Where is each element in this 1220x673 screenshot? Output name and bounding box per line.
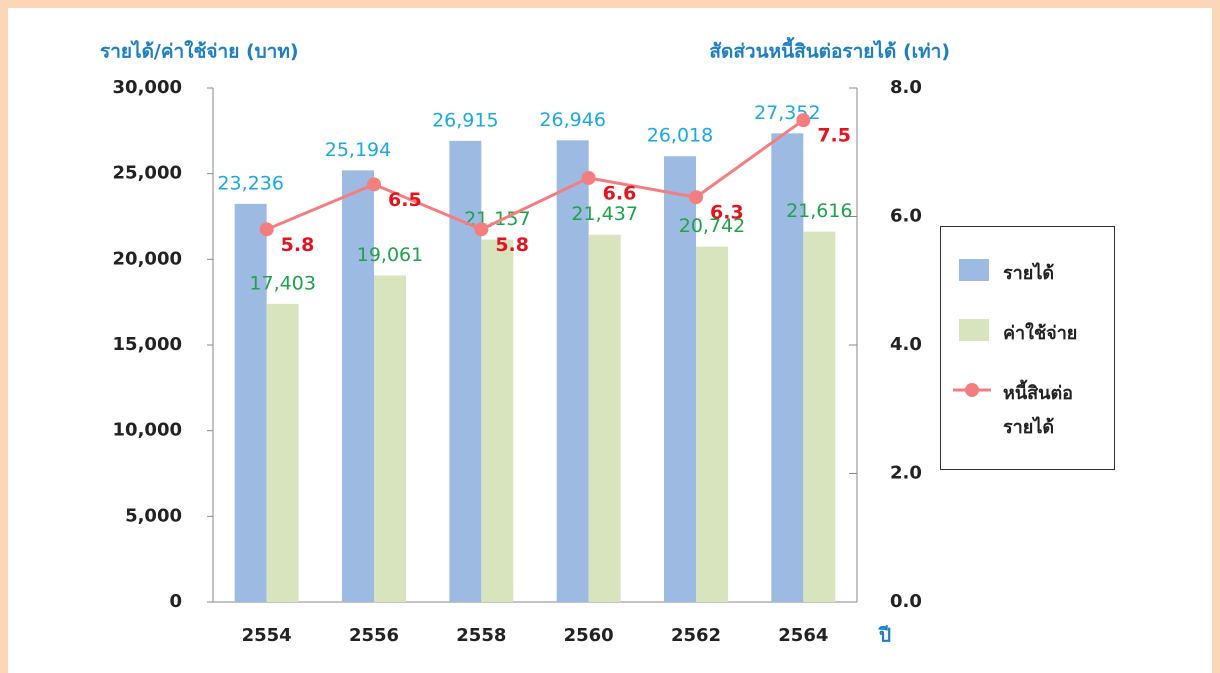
data-label: 6.5 (388, 189, 422, 211)
data-label: 19,061 (357, 244, 423, 266)
data-label: 5.8 (495, 234, 529, 256)
x-tick-label: 2554 (242, 625, 292, 646)
y-tick-label: 30,000 (113, 77, 182, 98)
line-marker (367, 177, 381, 192)
y2-tick-label: 2.0 (890, 463, 922, 484)
x-tick-label: 2558 (456, 625, 506, 646)
line-marker (581, 170, 596, 185)
bar (771, 133, 804, 602)
data-label: 26,018 (647, 125, 713, 147)
line-marker (796, 113, 811, 128)
data-label: 17,403 (249, 272, 315, 294)
bar (266, 303, 299, 602)
legend-swatch (959, 259, 989, 281)
x-tick-label: 2556 (349, 625, 399, 646)
line-marker (689, 190, 703, 205)
line (266, 118, 805, 231)
y-tick-label: 15,000 (113, 334, 182, 355)
y2-tick-label: 6.0 (890, 206, 922, 227)
data-label: 20,742 (679, 215, 745, 237)
legend-item: ค่าใช้จ่าย (959, 317, 1103, 351)
x-tick-label: 2564 (778, 625, 828, 646)
bar (803, 231, 836, 602)
data-label: 23,236 (217, 172, 283, 194)
legend-swatch (953, 379, 993, 401)
legend-marker (965, 383, 979, 397)
data-label: 6.3 (710, 202, 744, 224)
y2-tick-label: 0.0 (890, 591, 922, 612)
bar (696, 246, 728, 602)
data-label: 26,915 (432, 109, 498, 131)
legend-item: รายได้ (959, 257, 1103, 291)
bar (588, 234, 621, 602)
data-label: 21,437 (571, 203, 637, 225)
data-label: 21,616 (786, 200, 852, 222)
legend: รายได้ค่าใช้จ่ายหนี้สินต่อรายได้ (940, 226, 1115, 470)
x-axis-title: ปี (878, 625, 891, 647)
legend-swatch (959, 319, 989, 341)
bar (374, 275, 406, 602)
legend-label: รายได้ (1003, 263, 1055, 284)
bar (481, 239, 514, 602)
y-tick-label: 20,000 (113, 248, 182, 269)
legend-label: ค่าใช้จ่าย (1003, 323, 1078, 344)
y-axis-title: รายได้/ค่าใช้จ่าย (บาท) (100, 40, 299, 63)
data-label: 25,194 (325, 139, 391, 161)
bar (234, 203, 267, 602)
line-marker (259, 222, 274, 237)
bar (664, 156, 696, 603)
data-label: 7.5 (817, 125, 851, 147)
y2-tick-label: 4.0 (890, 334, 922, 355)
y-tick-label: 10,000 (113, 420, 182, 441)
y-tick-label: 25,000 (113, 163, 182, 184)
bar (342, 170, 374, 602)
data-label: 6.6 (603, 182, 637, 204)
data-label: 5.8 (281, 234, 315, 256)
y-tick-label: 0 (169, 591, 182, 612)
y2-tick-label: 8.0 (890, 77, 922, 98)
data-label: 27,352 (754, 102, 820, 124)
data-label: 26,946 (539, 109, 605, 131)
legend-label: หนี้สินต่อรายได้ (1003, 383, 1073, 438)
y-tick-label: 5,000 (125, 505, 182, 526)
x-tick-label: 2560 (564, 625, 614, 646)
bar (556, 140, 589, 602)
line-marker (474, 222, 489, 237)
x-tick-label: 2562 (671, 625, 721, 646)
legend-item: หนี้สินต่อรายได้ (953, 377, 1103, 445)
legend-line (953, 383, 991, 397)
y2-axis-title: สัดส่วนหนี้สินต่อรายได้ (เท่า) (709, 37, 950, 63)
